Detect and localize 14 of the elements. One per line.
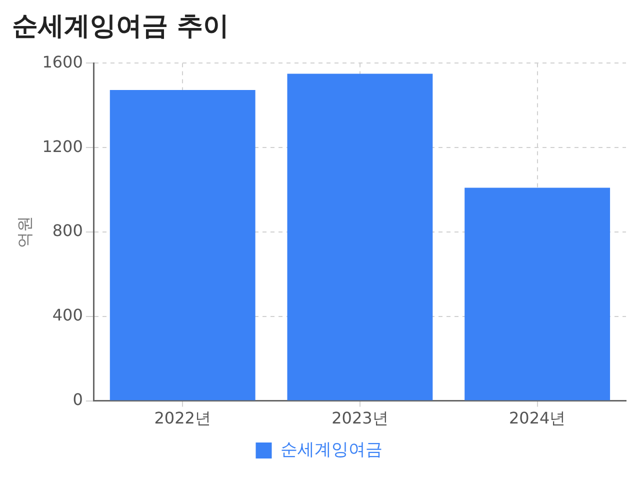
y-tick-label: 0	[72, 390, 83, 409]
x-tick-label: 2022년	[154, 408, 211, 428]
x-tick-label: 2024년	[508, 408, 566, 428]
bar	[110, 90, 256, 400]
legend-label: 순세계잉여금	[280, 440, 382, 460]
chart-title: 순세계잉여금 추이	[12, 11, 230, 42]
x-tick-label: 2023년	[332, 408, 388, 428]
y-tick-label: 800	[52, 221, 83, 240]
bar	[464, 188, 610, 400]
y-tick-label: 400	[52, 306, 83, 325]
y-tick-label: 1200	[42, 136, 83, 156]
y-tick-label: 1600	[42, 52, 83, 72]
y-axis-title: 억원	[14, 216, 34, 248]
bar	[287, 74, 433, 400]
